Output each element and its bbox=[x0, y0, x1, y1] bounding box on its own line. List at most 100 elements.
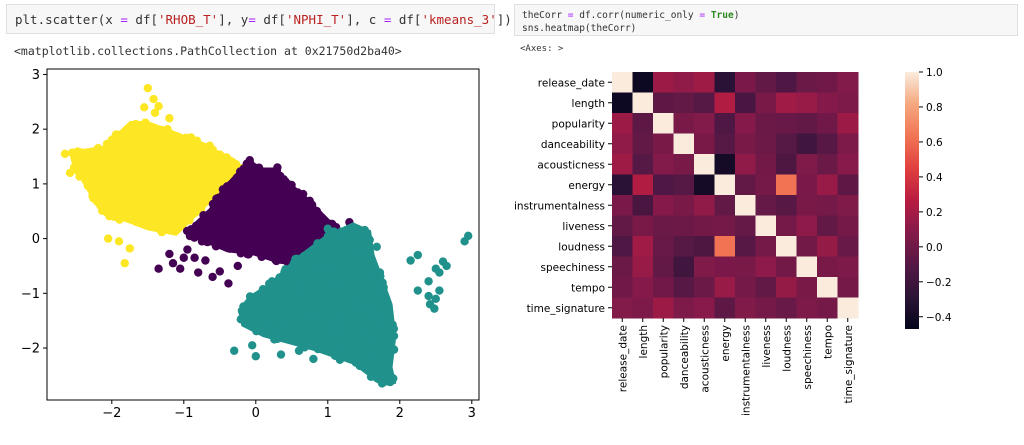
heatmap-cell bbox=[755, 92, 777, 114]
heatmap-cell bbox=[673, 154, 695, 175]
scatter-point bbox=[360, 225, 369, 235]
heatmap-cell bbox=[694, 133, 715, 155]
scatter-point bbox=[105, 212, 114, 221]
y-tick-label: 3 bbox=[32, 68, 40, 83]
heatmap-cell bbox=[632, 133, 654, 155]
scatter-point bbox=[329, 230, 338, 239]
scatter-point bbox=[165, 249, 174, 259]
scatter-point bbox=[328, 341, 337, 351]
scatter-point bbox=[246, 185, 256, 195]
scatter-point bbox=[185, 231, 195, 241]
code-token: ], c bbox=[346, 12, 384, 27]
scatter-point bbox=[330, 284, 340, 294]
scatter-point bbox=[140, 163, 149, 172]
heatmap-cell bbox=[714, 277, 736, 298]
heatmap-cell bbox=[755, 256, 777, 278]
heatmap-cell bbox=[735, 256, 756, 278]
scatter-point bbox=[282, 237, 292, 247]
scatter-point bbox=[168, 163, 178, 172]
code-token: theCorr bbox=[522, 10, 568, 21]
heatmap-cell bbox=[632, 297, 654, 319]
scatter-point bbox=[355, 361, 364, 371]
heatmap-cell bbox=[673, 256, 695, 278]
scatter-point bbox=[361, 296, 370, 306]
column-label: speechiness bbox=[802, 325, 814, 389]
heatmap-cell bbox=[632, 236, 654, 257]
scatter-point bbox=[245, 178, 254, 188]
cluster-2 bbox=[154, 155, 367, 288]
heatmap-cell bbox=[714, 72, 736, 93]
heatmap-output-text: <Axes: > bbox=[520, 44, 564, 54]
heatmap-cell bbox=[612, 113, 633, 134]
scatter-point bbox=[82, 170, 92, 179]
code-cell-scatter[interactable]: plt.scatter(x = df['RHOB_T'], y= df['NPH… bbox=[6, 4, 512, 34]
scatter-point bbox=[380, 295, 389, 304]
scatter-point bbox=[113, 164, 123, 174]
column-label: tempo bbox=[822, 325, 834, 359]
scatter-point bbox=[413, 286, 422, 295]
scatter-point bbox=[140, 103, 149, 112]
scatter-point bbox=[239, 302, 248, 311]
heatmap-cell bbox=[632, 256, 654, 278]
scatter-point bbox=[107, 173, 117, 183]
scatter-point bbox=[241, 172, 250, 181]
column-label: acousticness bbox=[699, 325, 711, 393]
scatter-point bbox=[253, 176, 263, 185]
scatter-point bbox=[103, 184, 112, 194]
heatmap-cell bbox=[735, 236, 756, 257]
heatmap-cell bbox=[776, 72, 797, 93]
scatter-point bbox=[382, 311, 391, 320]
row-label: liveness bbox=[562, 221, 605, 233]
heatmap-cell bbox=[776, 256, 797, 278]
scatter-point bbox=[285, 314, 294, 324]
scatter-point bbox=[330, 351, 340, 360]
scatter-point bbox=[360, 269, 369, 278]
scatter-point bbox=[413, 250, 422, 260]
scatter-point bbox=[300, 229, 310, 238]
heatmap-cell bbox=[632, 92, 654, 114]
scatter-point bbox=[93, 193, 102, 202]
scatter-point bbox=[273, 163, 282, 172]
scatter-point bbox=[295, 259, 304, 269]
colorbar-tick-label: 1.0 bbox=[926, 67, 943, 79]
scatter-point bbox=[114, 173, 124, 183]
scatter-point bbox=[250, 317, 259, 327]
heatmap-cell bbox=[714, 236, 736, 257]
code-token: 'NPHI_T' bbox=[285, 12, 347, 27]
scatter-point bbox=[257, 235, 266, 244]
scatter-point bbox=[298, 221, 307, 230]
scatter-point bbox=[207, 184, 216, 193]
scatter-point bbox=[156, 217, 166, 227]
scatter-point bbox=[93, 143, 103, 153]
scatter-point bbox=[263, 197, 273, 206]
heatmap-cell bbox=[796, 133, 818, 155]
heatmap-cell bbox=[837, 215, 859, 237]
heatmap-cell bbox=[694, 72, 715, 93]
scatter-point bbox=[248, 208, 257, 217]
scatter-point bbox=[210, 206, 219, 215]
scatter-point bbox=[290, 291, 299, 300]
scatter-point bbox=[294, 229, 304, 238]
scatter-point bbox=[313, 239, 322, 248]
scatter-point bbox=[156, 187, 165, 196]
heatmap-cell bbox=[776, 113, 797, 134]
scatter-point bbox=[231, 160, 241, 169]
scatter-point bbox=[165, 145, 174, 154]
heatmap-cell bbox=[714, 195, 736, 216]
scatter-point bbox=[365, 289, 375, 299]
heatmap-cell bbox=[776, 154, 797, 175]
scatter-point bbox=[334, 260, 343, 270]
scatter-point bbox=[134, 127, 143, 136]
heatmap-cell bbox=[612, 236, 633, 257]
scatter-point bbox=[424, 291, 433, 301]
scatter-point bbox=[359, 237, 368, 246]
heatmap-cell bbox=[714, 297, 736, 319]
scatter-point bbox=[194, 183, 204, 192]
scatter-point bbox=[279, 306, 289, 315]
scatter-point bbox=[165, 217, 174, 226]
code-cell-heatmap[interactable]: theCorr = df.corr(numeric_only = True) s… bbox=[514, 4, 1018, 36]
heatmap-cell bbox=[612, 133, 633, 155]
scatter-point bbox=[175, 197, 185, 207]
scatter-point bbox=[245, 155, 254, 165]
scatter-point bbox=[386, 327, 396, 337]
